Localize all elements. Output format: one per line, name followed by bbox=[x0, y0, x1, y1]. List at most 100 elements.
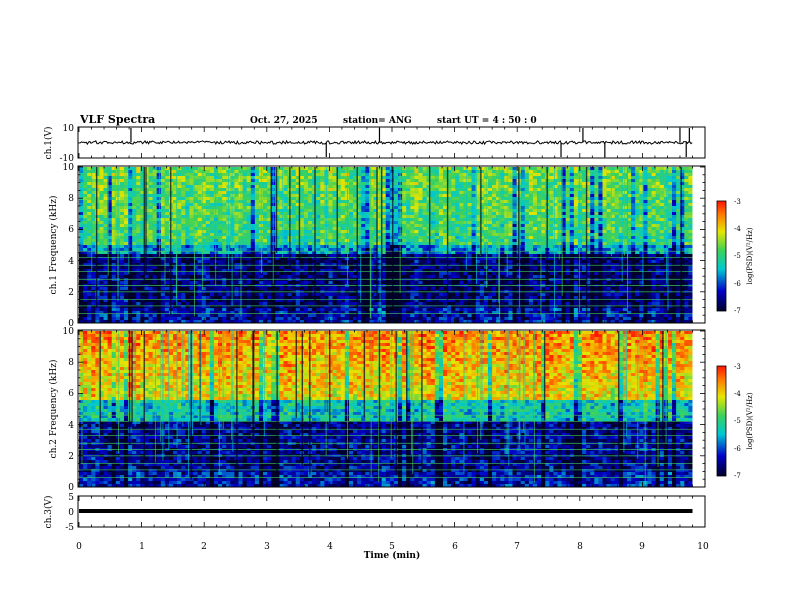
spectrogram-cell bbox=[189, 212, 194, 216]
spectrogram-cell bbox=[263, 266, 268, 270]
spectrogram-cell bbox=[156, 203, 162, 207]
spectrogram-cell bbox=[348, 197, 354, 201]
spectrogram-cell bbox=[353, 206, 358, 210]
spectrogram-cell bbox=[443, 236, 448, 240]
spectrogram-cell bbox=[128, 185, 133, 189]
spectrogram-cell bbox=[434, 251, 440, 255]
spectrogram-cell bbox=[332, 251, 337, 255]
spectrogram-cell bbox=[328, 167, 333, 171]
spectrogram-cell bbox=[246, 314, 252, 318]
spectrogram-cell bbox=[287, 305, 292, 309]
spectrogram-cell bbox=[103, 209, 108, 213]
spectrogram-cell bbox=[353, 200, 358, 204]
spectrogram-cell bbox=[291, 320, 297, 324]
spectrogram-cell bbox=[87, 251, 92, 255]
spectrogram-cell bbox=[189, 317, 194, 321]
spectrogram-cell bbox=[447, 215, 452, 219]
spectrogram-cell bbox=[303, 188, 309, 192]
spectrogram-cell bbox=[369, 182, 374, 186]
spectrogram-cell bbox=[87, 221, 92, 225]
spectrogram-cell bbox=[451, 209, 456, 213]
spectrogram-cell bbox=[275, 275, 280, 279]
spectrogram-cell bbox=[398, 296, 403, 300]
spectrogram-cell bbox=[365, 209, 370, 213]
spectrogram-cell bbox=[308, 305, 313, 309]
spectrogram-cell bbox=[218, 197, 223, 201]
spectrogram-cell bbox=[332, 287, 337, 291]
spectrogram-cell bbox=[201, 311, 207, 315]
spectrogram-cell bbox=[95, 206, 100, 210]
spectrogram-cell bbox=[438, 296, 444, 300]
spectrogram-cell bbox=[275, 188, 280, 192]
spectrogram-cell bbox=[87, 179, 92, 183]
spectrogram-cell bbox=[365, 239, 370, 243]
spectrogram-cell bbox=[213, 170, 219, 174]
spectrogram-cell bbox=[406, 302, 411, 306]
spectrogram-cell bbox=[320, 263, 325, 267]
spectrogram-cell bbox=[402, 215, 407, 219]
spectrogram-cell bbox=[361, 191, 366, 195]
spectrogram-cell bbox=[365, 263, 370, 267]
spectrogram-cell bbox=[164, 179, 170, 183]
spectrogram-cell bbox=[185, 230, 190, 234]
spectrogram-cell bbox=[381, 314, 387, 318]
spectrogram-cell bbox=[316, 194, 321, 198]
spectrogram-cell bbox=[357, 293, 362, 297]
spectrogram-cell bbox=[128, 200, 133, 204]
spectrogram-cell bbox=[402, 287, 407, 291]
spectrogram-cell bbox=[156, 212, 162, 216]
spectrogram-cell bbox=[340, 254, 346, 258]
spectrogram-cell bbox=[332, 257, 337, 261]
spectrogram-cell bbox=[193, 215, 198, 219]
spectrogram-cell bbox=[381, 242, 387, 246]
spectrogram-cell bbox=[324, 296, 329, 300]
spectrogram-cell bbox=[160, 209, 166, 213]
spectrogram-cell bbox=[107, 266, 113, 270]
spectrogram-cell bbox=[119, 287, 125, 291]
spectrogram-cell bbox=[181, 170, 186, 174]
spectrogram-cell bbox=[201, 299, 207, 303]
spectrogram-cell bbox=[418, 263, 423, 267]
spectrogram-cell bbox=[91, 197, 96, 201]
spectrogram-cell bbox=[87, 197, 92, 201]
spectrogram-cell bbox=[373, 320, 378, 324]
spectrogram-cell bbox=[434, 317, 440, 321]
spectrogram-cell bbox=[209, 257, 215, 261]
spectrogram-cell bbox=[381, 179, 387, 183]
spectrogram-cell bbox=[156, 311, 162, 315]
spectrogram-cell bbox=[279, 299, 284, 303]
spectrogram-cell bbox=[316, 305, 321, 309]
spectrogram-cell bbox=[123, 320, 129, 324]
spectrogram-cell bbox=[381, 305, 387, 309]
spectrogram-cell bbox=[156, 257, 162, 261]
spectrogram-cell bbox=[164, 185, 170, 189]
spectrogram-cell bbox=[132, 311, 137, 315]
spectrogram-cell bbox=[414, 296, 419, 300]
spectrogram-cell bbox=[205, 194, 211, 198]
spectrogram-cell bbox=[209, 197, 215, 201]
spectrogram-cell bbox=[177, 227, 182, 231]
spectrogram-cell bbox=[107, 194, 113, 198]
spectrogram-cell bbox=[291, 305, 297, 309]
spectrogram-cell bbox=[340, 242, 346, 246]
spectrogram-cell bbox=[201, 251, 207, 255]
spectrogram-cell bbox=[152, 173, 158, 177]
spectrogram-cell bbox=[160, 224, 166, 228]
spectrogram-cell bbox=[279, 311, 284, 315]
spectrogram-cell bbox=[177, 248, 182, 252]
spectrogram-cell bbox=[369, 308, 374, 312]
spectrogram-cell bbox=[393, 194, 399, 198]
spectrogram-cell bbox=[107, 179, 113, 183]
spectrogram-cell bbox=[152, 281, 158, 285]
spectrogram-cell bbox=[83, 176, 88, 180]
spectrogram-cell bbox=[160, 299, 166, 303]
spectrogram-cell bbox=[111, 305, 117, 309]
ch1-spectrogram-heatmap bbox=[79, 167, 705, 324]
spectrogram-cell bbox=[201, 254, 207, 258]
spectrogram-cell bbox=[361, 176, 366, 180]
spectrogram-cell bbox=[353, 287, 358, 291]
spectrogram-cell bbox=[213, 305, 219, 309]
spectrogram-cell bbox=[222, 227, 227, 231]
spectrogram-cell bbox=[406, 287, 411, 291]
spectrogram-cell bbox=[201, 314, 207, 318]
